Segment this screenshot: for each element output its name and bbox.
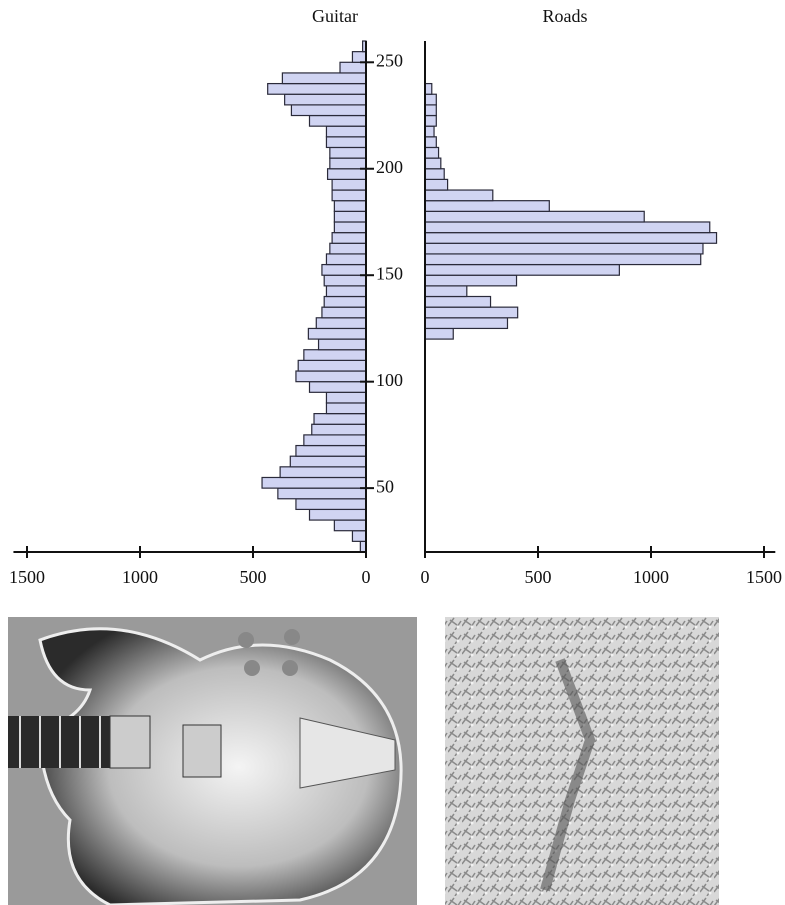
chart-title: Guitar (312, 6, 358, 26)
bar (282, 73, 366, 84)
bar (330, 158, 366, 169)
x-tick-label: 500 (240, 567, 267, 587)
x-tick-label: 0 (421, 567, 430, 587)
bar (319, 339, 366, 350)
bar (304, 350, 366, 361)
x-tick-label: 1500 (9, 567, 45, 587)
bar (285, 94, 366, 105)
bar (334, 520, 366, 531)
bar (296, 446, 366, 457)
bar (312, 424, 366, 435)
bar (262, 477, 366, 488)
bar (425, 211, 644, 222)
bar (425, 116, 436, 127)
x-tick-label: 0 (362, 567, 371, 587)
bar (425, 158, 441, 169)
bar (324, 275, 366, 286)
bar (332, 179, 366, 190)
bar (425, 190, 493, 201)
bar (334, 201, 366, 212)
bar (425, 328, 453, 339)
bar (425, 286, 467, 297)
bar (330, 243, 366, 254)
y-tick-label: 200 (376, 157, 403, 177)
bar (332, 190, 366, 201)
bar (326, 137, 366, 148)
x-tick-label: 1000 (122, 567, 158, 587)
bar (425, 222, 710, 233)
bar (310, 382, 367, 393)
bar (425, 179, 448, 190)
bar (326, 403, 366, 414)
bar (352, 531, 366, 542)
bar (296, 371, 366, 382)
bar (328, 169, 366, 180)
bar (268, 84, 366, 95)
bar (425, 307, 518, 318)
bar (324, 297, 366, 308)
bar (425, 265, 619, 276)
bar (425, 297, 491, 308)
y-tick-label: 50 (376, 476, 394, 496)
bar (425, 201, 549, 212)
bar (425, 94, 436, 105)
bar (425, 275, 517, 286)
bar (280, 467, 366, 478)
guitar-photo (8, 617, 417, 905)
figure: Guitar 0 500 1000 1500 50 100 150 200 250 Roads 0 50… (0, 0, 785, 905)
bar (310, 116, 367, 127)
x-tick-label: 500 (525, 567, 552, 587)
bar (326, 286, 366, 297)
bar (304, 435, 366, 446)
bar (314, 414, 366, 425)
bar (425, 169, 444, 180)
bar (278, 488, 366, 499)
bar (298, 360, 366, 371)
bar (425, 318, 507, 329)
bar (425, 243, 703, 254)
bar (316, 318, 366, 329)
y-tick-label: 250 (376, 50, 403, 70)
roads-photo (445, 617, 719, 905)
bar (308, 328, 366, 339)
bar (326, 126, 366, 137)
y-tick-label: 150 (376, 263, 403, 283)
bar (296, 499, 366, 510)
bar (425, 137, 436, 148)
y-tick-label: 100 (376, 370, 403, 390)
bar (425, 254, 701, 265)
bar (425, 126, 434, 137)
bar (352, 52, 366, 63)
bar (330, 147, 366, 158)
bar (291, 105, 366, 116)
bar (322, 265, 366, 276)
bar (340, 62, 366, 73)
bar (425, 105, 436, 116)
bar (326, 392, 366, 403)
bar (326, 254, 366, 265)
bar (425, 84, 432, 95)
bar (334, 211, 366, 222)
x-tick-label: 1000 (633, 567, 669, 587)
bar (322, 307, 366, 318)
bar (425, 147, 439, 158)
bar (425, 233, 717, 244)
bar (310, 509, 367, 520)
bar (334, 222, 366, 233)
bar (290, 456, 366, 467)
x-tick-label: 1500 (746, 567, 782, 587)
bar (332, 233, 366, 244)
chart-title: Roads (543, 6, 588, 26)
